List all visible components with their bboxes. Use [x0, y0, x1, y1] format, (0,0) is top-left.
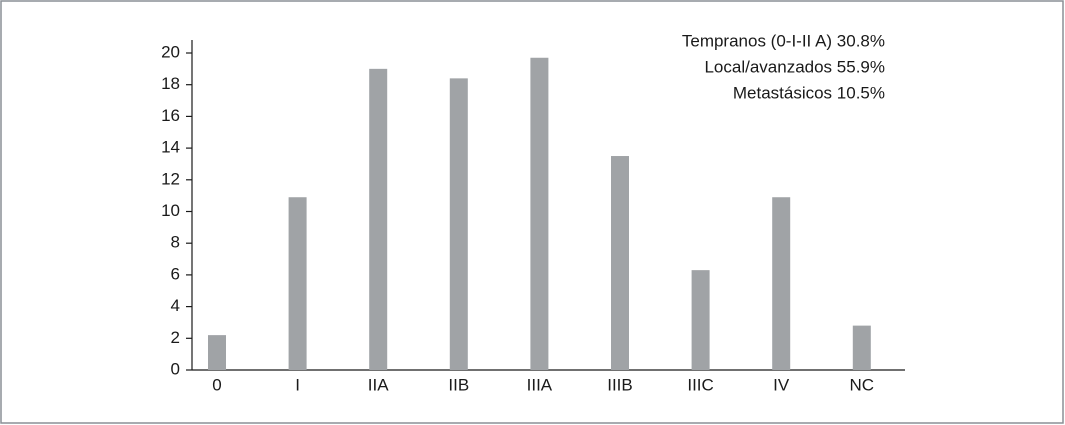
- bar: [369, 68, 388, 370]
- x-tick-label: IV: [773, 375, 790, 394]
- y-tick-label: 0: [171, 359, 180, 378]
- y-tick-label: 4: [171, 296, 180, 315]
- x-tick-label: IIA: [368, 375, 389, 394]
- x-tick-label: IIB: [448, 375, 469, 394]
- y-tick-label: 14: [161, 138, 180, 157]
- x-tick-label: NC: [850, 375, 875, 394]
- y-tick-label: 10: [161, 201, 180, 220]
- x-tick-label: I: [295, 375, 300, 394]
- bar: [530, 57, 549, 370]
- x-tick-label: IIIB: [607, 375, 633, 394]
- y-tick-label: 20: [161, 42, 180, 61]
- y-tick-label: 6: [171, 264, 180, 283]
- bar: [691, 270, 710, 370]
- annotation: Tempranos (0-I-II A) 30.8%: [682, 31, 885, 50]
- x-tick-label: IIIA: [527, 375, 553, 394]
- annotation: Metastásicos 10.5%: [733, 83, 885, 102]
- bar: [852, 325, 871, 370]
- y-tick-label: 16: [161, 106, 180, 125]
- bar: [288, 197, 307, 370]
- y-tick-label: 18: [161, 74, 180, 93]
- y-tick-label: 12: [161, 169, 180, 188]
- x-tick-label: IIIC: [687, 375, 713, 394]
- x-tick-label: 0: [212, 375, 221, 394]
- bar: [208, 335, 226, 370]
- y-tick-label: 2: [171, 328, 180, 347]
- annotation: Local/avanzados 55.9%: [704, 57, 885, 76]
- bar: [449, 78, 468, 371]
- bar: [611, 156, 629, 370]
- y-tick-label: 8: [171, 233, 180, 252]
- bar: [772, 197, 791, 370]
